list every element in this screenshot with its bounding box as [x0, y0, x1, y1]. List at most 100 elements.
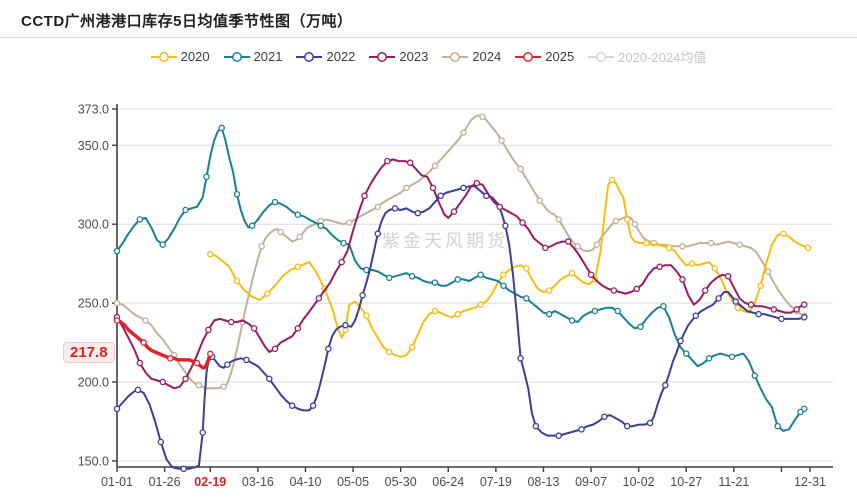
- series-marker-2020: [264, 290, 271, 297]
- x-axis-tick-label: 10-02: [623, 475, 655, 489]
- series-marker-2022: [180, 465, 187, 473]
- series-marker-2024: [498, 137, 505, 144]
- series-marker-2023: [801, 301, 808, 308]
- series-marker-2022: [325, 345, 332, 353]
- series-marker-2024: [296, 233, 304, 241]
- series-marker-2020: [545, 287, 553, 294]
- series-marker-2020: [500, 271, 507, 278]
- series-marker-2020: [711, 265, 719, 272]
- y-axis-tick-label: 300.0: [78, 218, 109, 232]
- series-line-2023: [116, 158, 806, 390]
- series-marker-2021: [705, 355, 713, 362]
- series-marker-2020: [780, 230, 787, 237]
- series-marker-2023: [227, 318, 235, 326]
- legend-item-2022[interactable]: 2022: [296, 49, 355, 64]
- legend-item-2024[interactable]: 2024: [442, 49, 501, 64]
- series-marker-2020: [294, 263, 302, 271]
- series-marker-2025: [167, 355, 174, 362]
- series-marker-2022: [460, 184, 467, 192]
- series-marker-2022: [414, 209, 422, 217]
- legend-label: 2024: [472, 49, 502, 64]
- series-marker-2022: [134, 386, 142, 394]
- series-marker-2022: [801, 314, 808, 321]
- series-marker-2024: [593, 241, 601, 248]
- series-marker-2020: [804, 244, 812, 252]
- series-marker-2023: [473, 179, 481, 187]
- x-axis-tick-label: 03-16: [242, 475, 274, 489]
- x-axis-tick-label: 10-27: [670, 475, 702, 489]
- series-marker-2024: [679, 243, 686, 250]
- series-marker-2021: [182, 206, 189, 214]
- series-marker-2021: [294, 211, 302, 218]
- series-marker-2022: [309, 402, 317, 409]
- x-axis-tick-label: 05-05: [337, 475, 369, 489]
- series-marker-2021: [614, 307, 621, 315]
- series-line-2022: [116, 185, 806, 470]
- series-marker-2023: [587, 271, 595, 278]
- x-axis-tick-label: 04-10: [289, 475, 321, 489]
- y-axis-tick-label: 250.0: [78, 297, 109, 311]
- legend-label: 2022: [326, 49, 356, 64]
- series-marker-2023: [205, 326, 212, 334]
- series-marker-2025: [207, 350, 214, 358]
- legend-label: 2020: [180, 49, 210, 64]
- series-marker-2023: [702, 287, 709, 294]
- series-marker-2021: [363, 266, 370, 274]
- series-marker-2021: [340, 239, 347, 247]
- series-marker-2022: [778, 315, 785, 323]
- legend-marker-icon: [442, 51, 469, 62]
- series-marker-2022: [199, 429, 206, 436]
- series-marker-2020: [207, 250, 214, 258]
- series-marker-2021: [568, 317, 576, 324]
- legend-label: 2025: [545, 49, 575, 64]
- series-marker-2022: [342, 321, 349, 329]
- series-marker-2021: [454, 276, 462, 283]
- series-marker-2024: [277, 228, 284, 236]
- series-marker-2021: [683, 350, 690, 357]
- series-marker-2021: [545, 310, 553, 318]
- series-marker-2022: [677, 337, 684, 345]
- series-marker-2022: [243, 356, 250, 364]
- legend-item-2023[interactable]: 2023: [369, 49, 428, 64]
- legend-label: 2020-2024均值: [618, 50, 707, 65]
- legend-marker-icon: [515, 51, 542, 62]
- legend-marker-icon: [369, 51, 396, 62]
- series-marker-2020: [665, 244, 673, 252]
- series-marker-2023: [315, 295, 323, 302]
- series-marker-2023: [770, 306, 778, 313]
- series-marker-2021: [477, 271, 484, 278]
- series-marker-2024: [555, 216, 562, 223]
- series-marker-2023: [519, 219, 526, 226]
- series-marker-2020: [623, 216, 631, 223]
- series-marker-2022: [157, 438, 165, 446]
- legend-item-2025[interactable]: 2025: [515, 49, 574, 64]
- x-axis-tick-label: 09-07: [575, 475, 607, 489]
- legend-marker-icon: [150, 51, 177, 62]
- series-marker-2023: [384, 157, 391, 165]
- series-marker-2022: [224, 361, 231, 368]
- series-marker-2020: [734, 304, 741, 312]
- y-axis-tick-label: 150.0: [78, 454, 109, 468]
- x-axis-tick-label: 11-21: [718, 475, 749, 489]
- series-marker-2022: [532, 422, 540, 430]
- series-marker-2021: [218, 124, 225, 132]
- series-marker-2021: [774, 422, 781, 430]
- legend-item-2021[interactable]: 2021: [223, 49, 282, 64]
- series-marker-2024: [536, 197, 543, 204]
- series-marker-2021: [248, 222, 256, 230]
- series-marker-2021: [500, 282, 507, 289]
- series-marker-2021: [431, 279, 439, 286]
- series-marker-2024: [431, 162, 439, 170]
- legend-item-2020-2024均值[interactable]: 2020-2024均值: [588, 47, 706, 66]
- series-marker-2022: [662, 381, 669, 389]
- title-divider: [0, 37, 857, 38]
- legend-item-2020[interactable]: 2020: [150, 49, 210, 64]
- series-marker-2023: [724, 273, 732, 280]
- series-marker-2022: [391, 205, 399, 212]
- series-marker-2022: [715, 295, 722, 302]
- series-marker-2023: [182, 375, 189, 383]
- x-axis-tick-label: 06-24: [432, 475, 464, 489]
- series-marker-2023: [564, 238, 572, 245]
- series-marker-2021: [591, 307, 599, 315]
- series-marker-2023: [294, 325, 302, 332]
